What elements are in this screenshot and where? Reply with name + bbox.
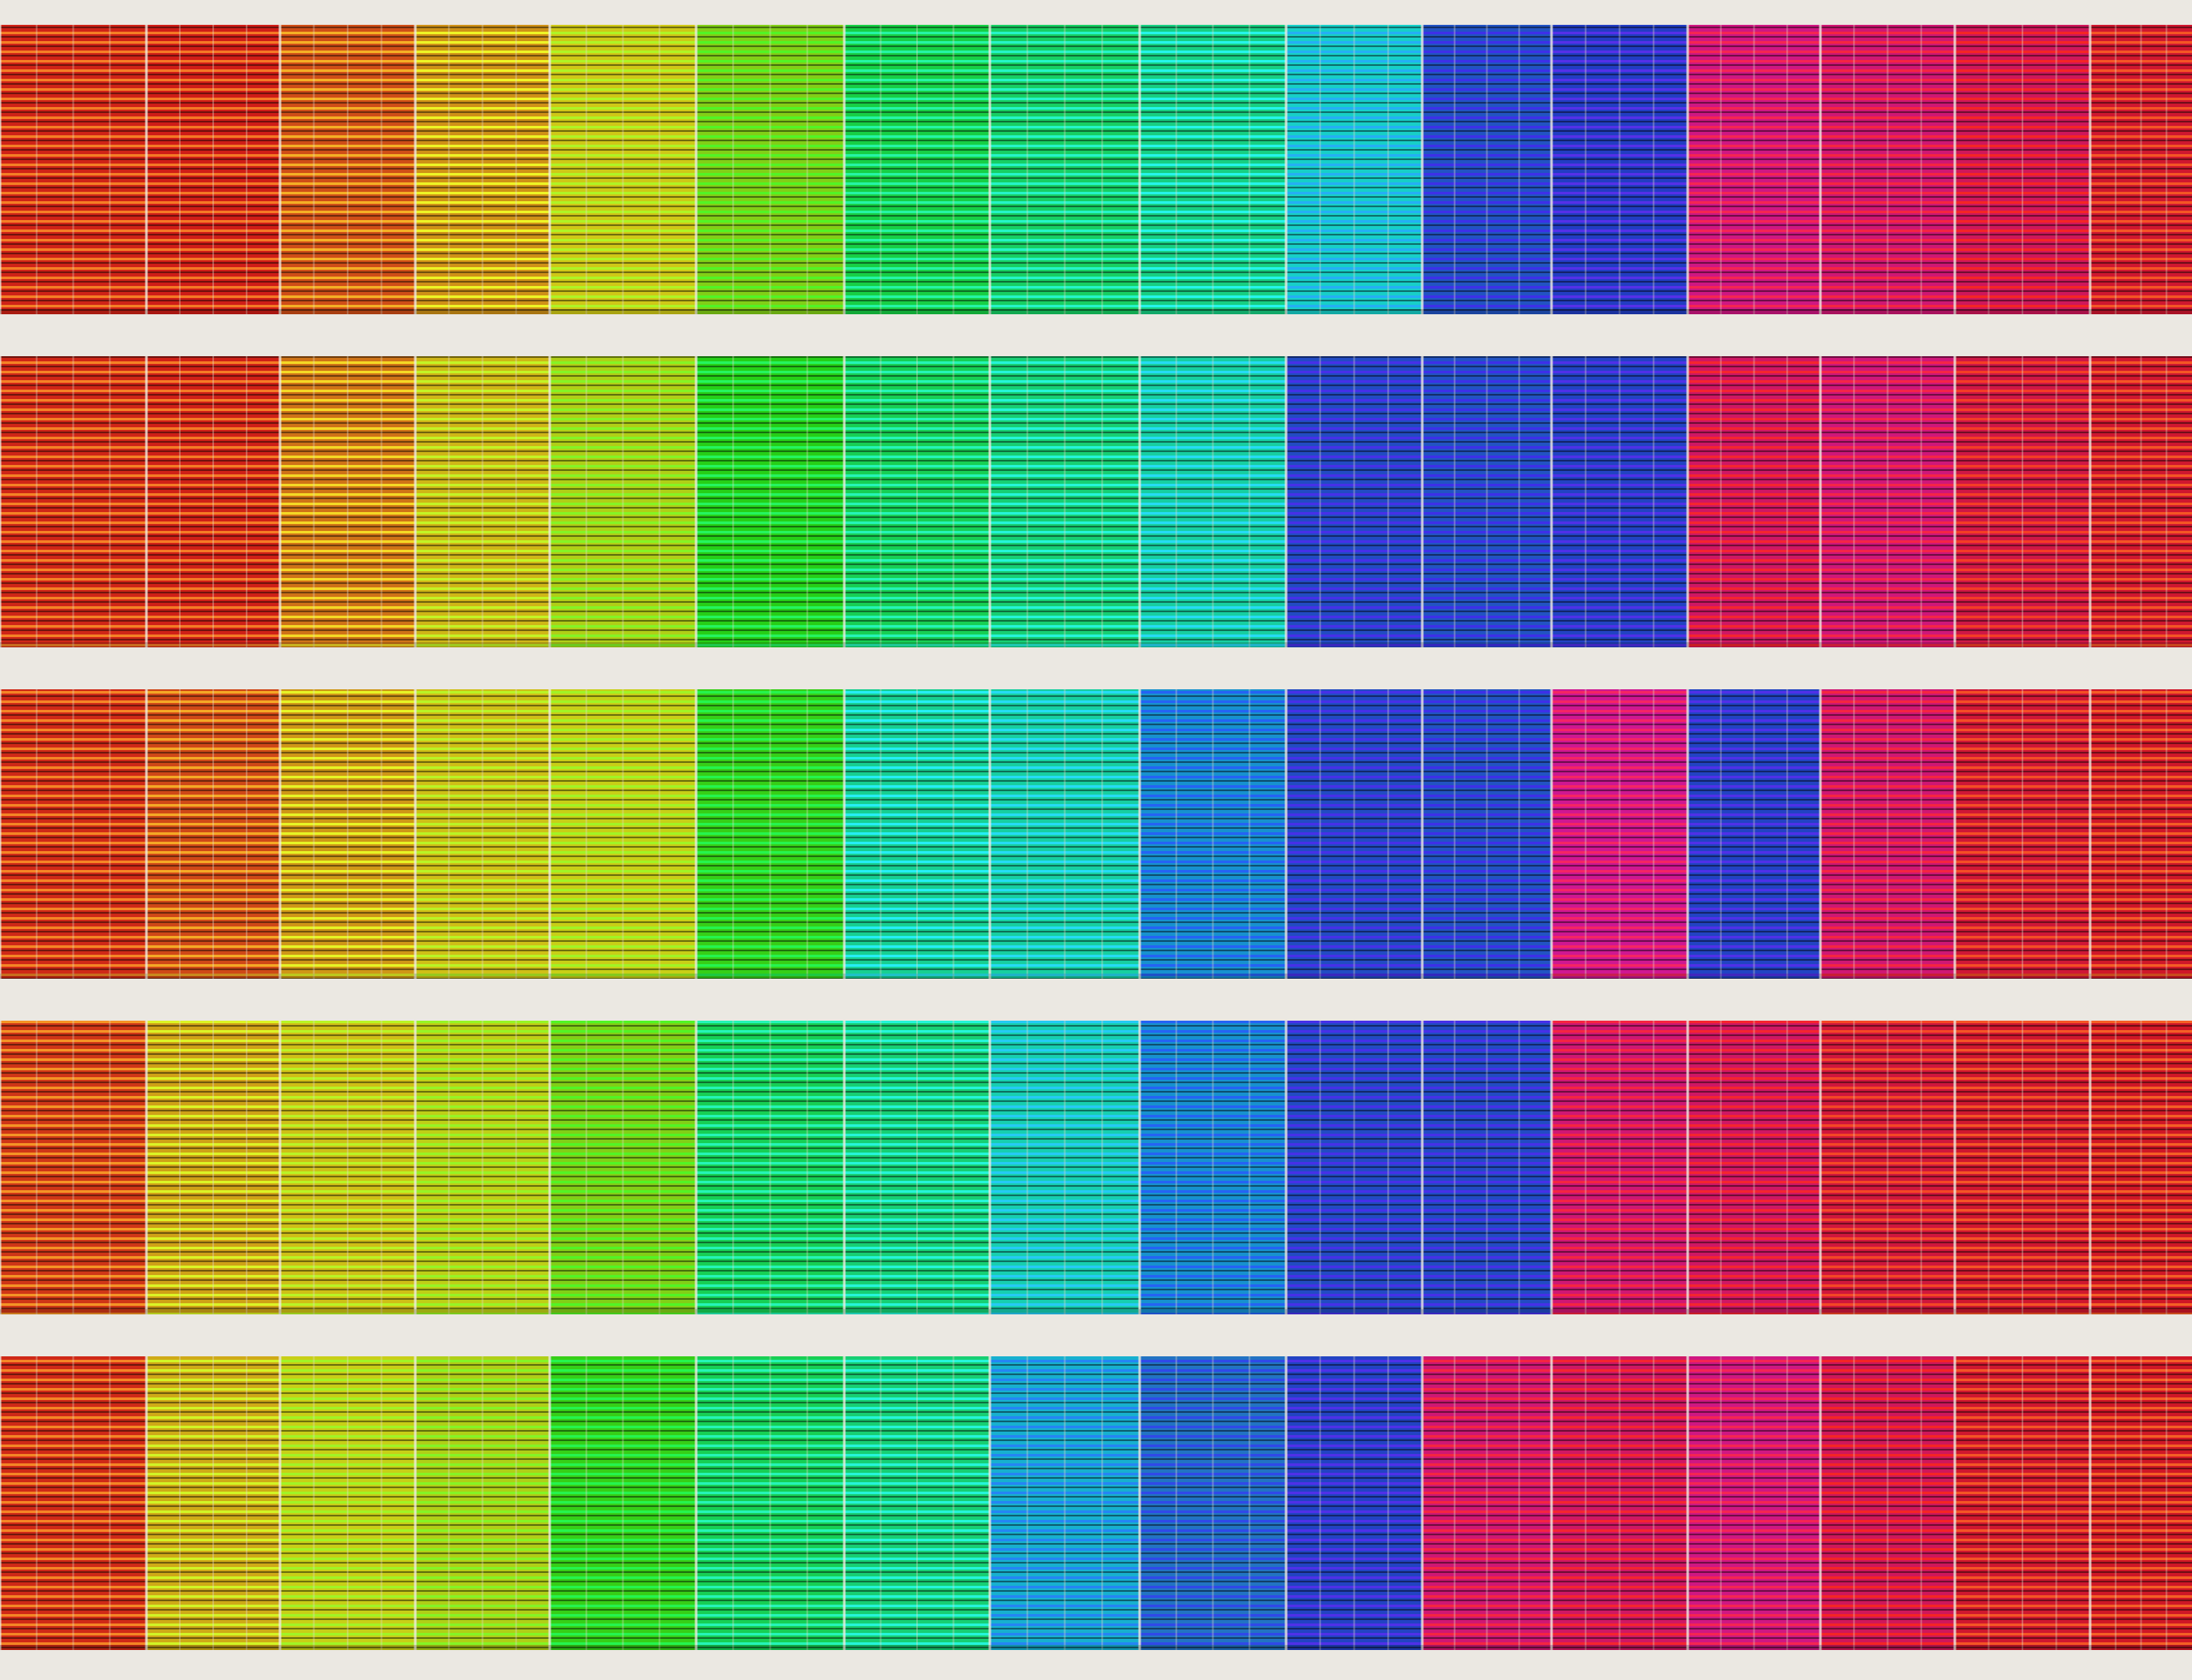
blind-panel: [550, 25, 696, 314]
blind-panel: [1552, 1021, 1688, 1314]
blind-panel: [1820, 356, 1955, 647]
sill-shadow: [0, 309, 2192, 314]
blind-panel: [1688, 1356, 1820, 1650]
blind-panel: [280, 689, 415, 979]
blind-panel: [1820, 689, 1955, 979]
blind-panel: [1286, 689, 1422, 979]
blind-panel: [415, 25, 550, 314]
blind-panel: [280, 25, 415, 314]
blind-panel: [1422, 689, 1552, 979]
blind-panel: [280, 356, 415, 647]
sill-shadow: [0, 1645, 2192, 1650]
blind-panel: [844, 1356, 990, 1650]
blind-panel: [990, 25, 1140, 314]
blind-panel: [2090, 1356, 2192, 1650]
blind-panel: [146, 356, 280, 647]
blind-panel: [1688, 25, 1820, 314]
blind-panel: [990, 356, 1140, 647]
blind-panel: [1140, 356, 1286, 647]
blind-panel: [1422, 1356, 1552, 1650]
blind-panel: [844, 25, 990, 314]
blind-panel: [696, 689, 844, 979]
blind-panel: [1955, 1356, 2090, 1650]
blind-panel: [2090, 25, 2192, 314]
blind-panel: [0, 25, 146, 314]
blind-panel: [1955, 689, 2090, 979]
blind-panel: [415, 1021, 550, 1314]
blind-panel: [696, 1021, 844, 1314]
blind-panel: [1820, 1356, 1955, 1650]
blind-panel: [844, 356, 990, 647]
blind-panel: [415, 689, 550, 979]
blind-panel: [1552, 25, 1688, 314]
blind-panel: [280, 1356, 415, 1650]
blind-panel: [1688, 1021, 1820, 1314]
blind-panel: [146, 1021, 280, 1314]
blind-panel: [1955, 25, 2090, 314]
blind-panel: [415, 356, 550, 647]
blind-panel: [2090, 356, 2192, 647]
blind-panel: [2090, 689, 2192, 979]
blind-panel: [0, 689, 146, 979]
blind-panel: [1140, 1021, 1286, 1314]
blind-panel: [990, 1021, 1140, 1314]
blind-panel: [990, 1356, 1140, 1650]
blind-panel: [146, 689, 280, 979]
blind-panel: [0, 1356, 146, 1650]
blind-panel: [1552, 356, 1688, 647]
blind-panel: [696, 25, 844, 314]
blind-panel: [146, 25, 280, 314]
blind-panel: [415, 1356, 550, 1650]
blind-panel: [1286, 1356, 1422, 1650]
blind-panel: [0, 1021, 146, 1314]
blind-panel: [1286, 356, 1422, 647]
blind-panel: [1422, 1021, 1552, 1314]
blind-panel: [550, 356, 696, 647]
blind-panel: [1820, 1021, 1955, 1314]
blind-panel: [1688, 689, 1820, 979]
blind-panel: [990, 689, 1140, 979]
blind-panel: [1552, 689, 1688, 979]
blind-panel: [1140, 1356, 1286, 1650]
blind-panel: [1422, 356, 1552, 647]
blind-panel: [146, 1356, 280, 1650]
blind-panel: [1286, 1021, 1422, 1314]
blind-panel: [1140, 689, 1286, 979]
blind-panel: [1955, 356, 2090, 647]
blind-panel: [2090, 1021, 2192, 1314]
blind-panel: [696, 1356, 844, 1650]
sill-shadow: [0, 974, 2192, 979]
blind-panel: [1820, 25, 1955, 314]
blind-panel: [0, 356, 146, 647]
blind-panel: [1955, 1021, 2090, 1314]
blind-panel: [550, 1356, 696, 1650]
blind-panel: [1688, 356, 1820, 647]
blind-panel: [844, 1021, 990, 1314]
blind-panel: [550, 689, 696, 979]
blind-panel: [1140, 25, 1286, 314]
blind-panel: [280, 1021, 415, 1314]
blind-panel: [550, 1021, 696, 1314]
sill-shadow: [0, 642, 2192, 647]
blind-panel: [1286, 25, 1422, 314]
blind-panel: [1552, 1356, 1688, 1650]
sill-shadow: [0, 1309, 2192, 1314]
blind-panel: [696, 356, 844, 647]
blind-panel: [844, 689, 990, 979]
blind-panel: [1422, 25, 1552, 314]
